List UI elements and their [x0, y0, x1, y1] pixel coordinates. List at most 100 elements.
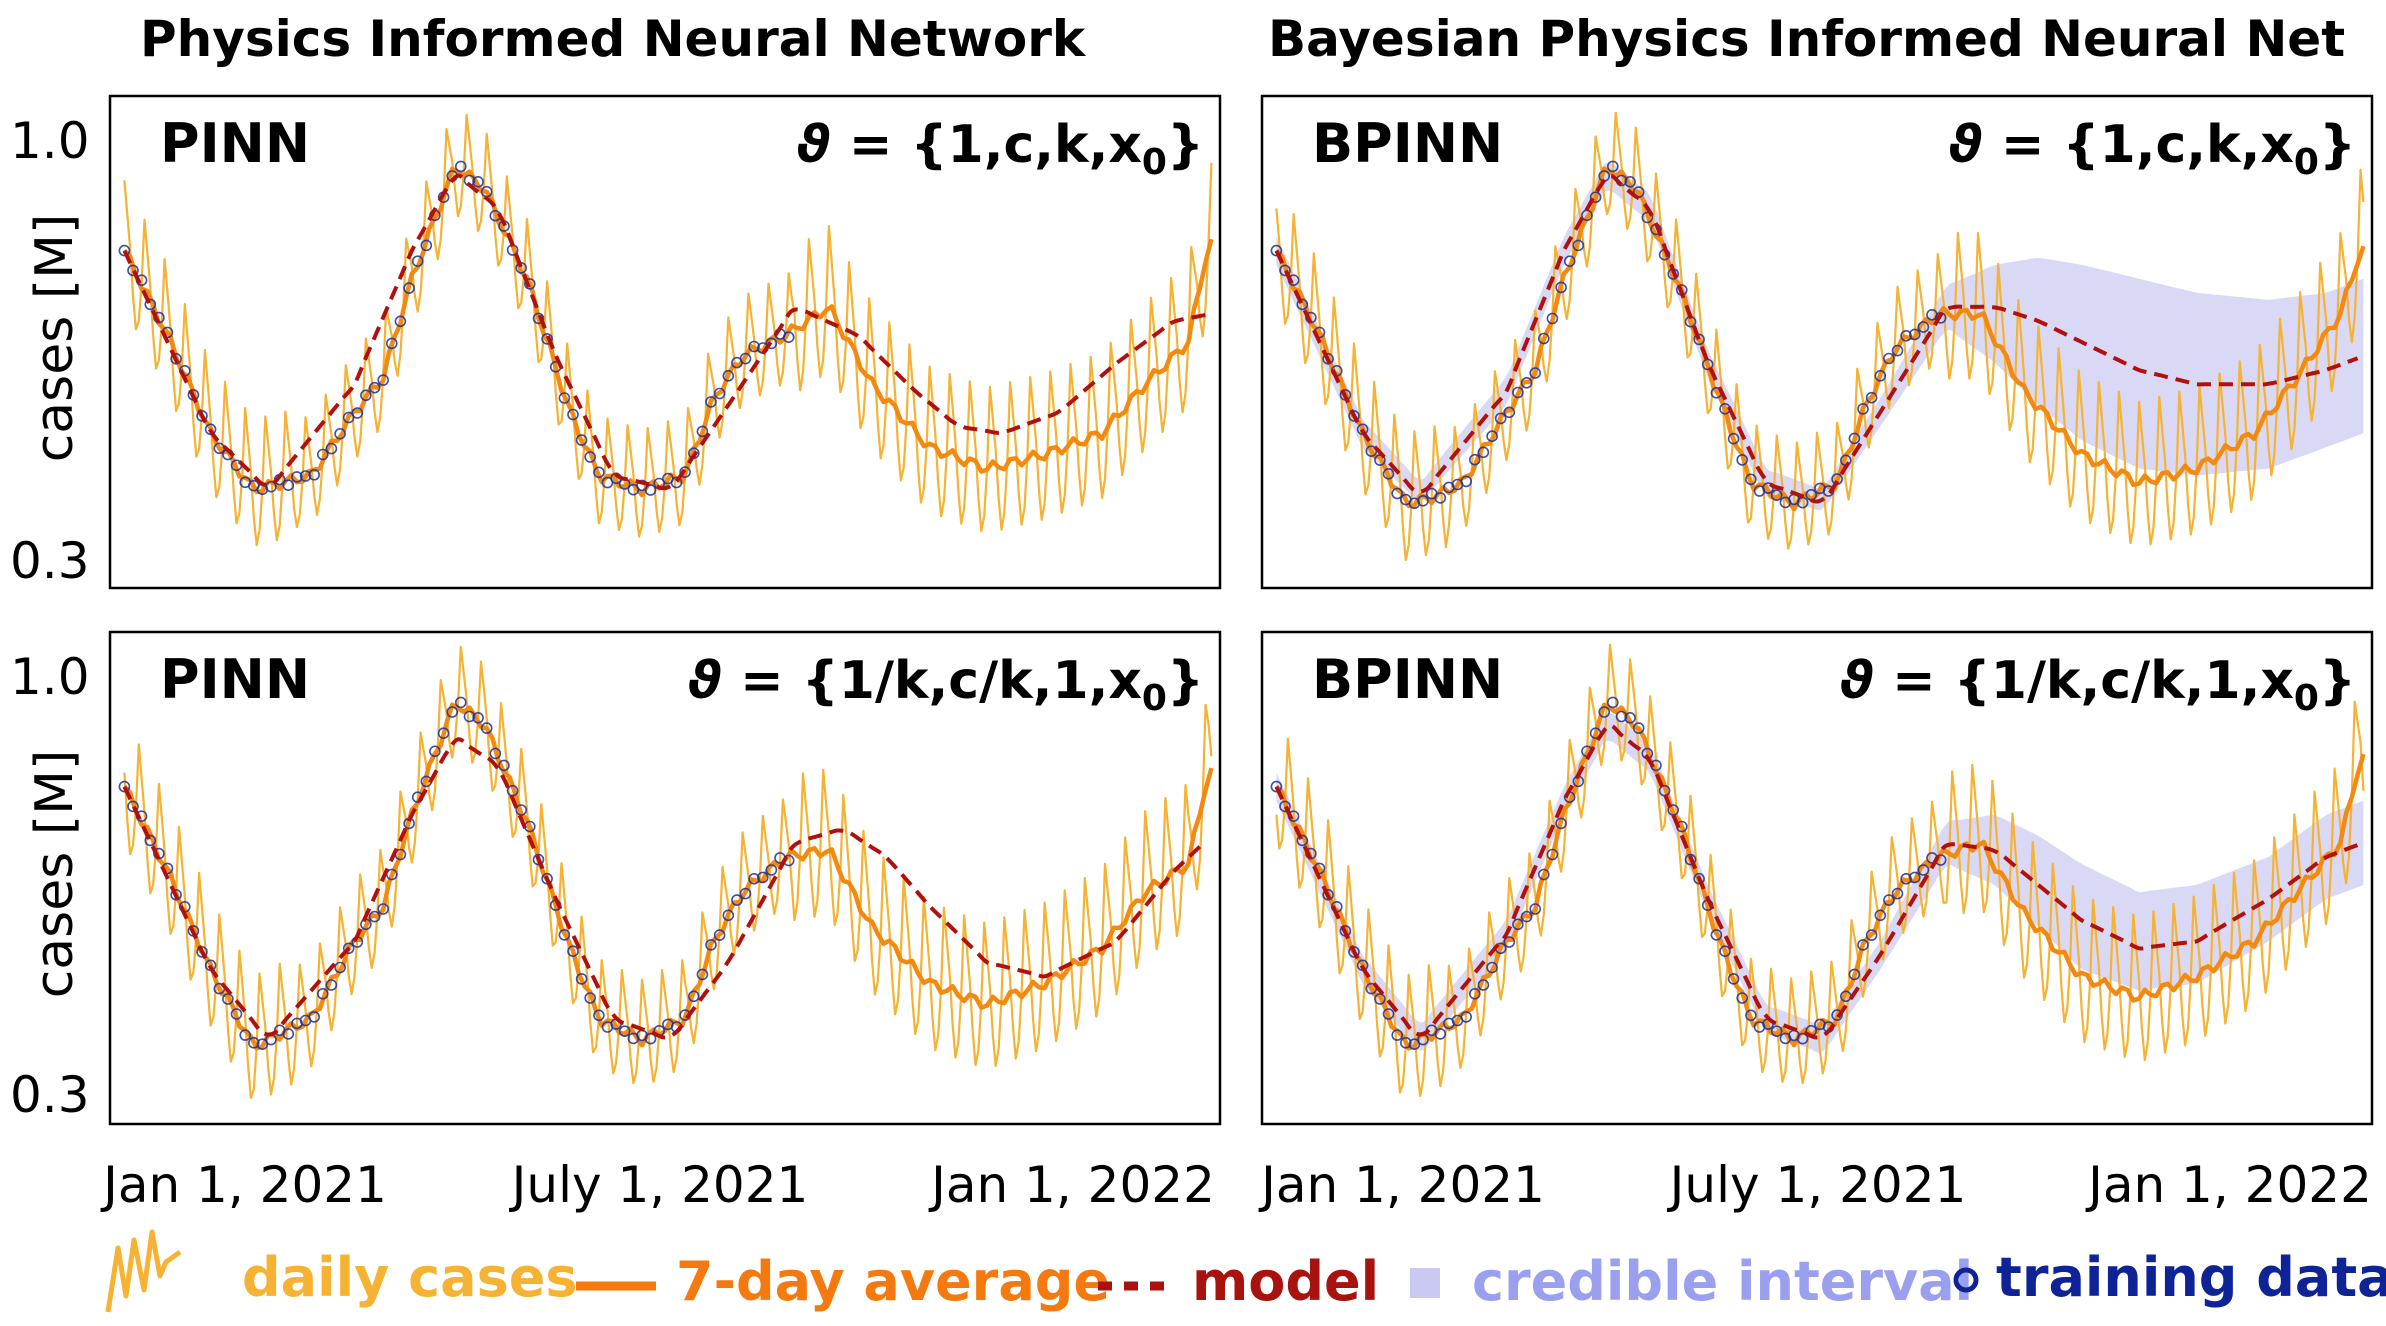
training-data-point — [1667, 804, 1679, 816]
panel-label: BPINN — [1312, 112, 1503, 175]
training-data-point — [713, 387, 726, 400]
training-data-point — [593, 1009, 605, 1022]
column-title-bpinn: Bayesian Physics Informed Neural Net — [1268, 10, 2345, 68]
ytick-bottom-min: 0.3 — [10, 1066, 90, 1124]
xtick-right-jul2021: July 1, 2021 — [1667, 1156, 1967, 1214]
training-data-point — [748, 340, 760, 353]
training-data-point — [472, 711, 484, 724]
seven-day-average-line — [1274, 702, 2366, 1051]
training-data-point — [1270, 244, 1283, 257]
training-data-point — [1434, 1028, 1447, 1040]
seven-day-average-line — [122, 166, 1214, 498]
training-data-point — [334, 961, 346, 974]
training-data-point — [403, 282, 415, 294]
training-data-point — [1693, 872, 1705, 885]
training-data-point — [575, 973, 588, 985]
ytick-bottom-max: 1.0 — [10, 648, 90, 706]
training-data-point — [567, 408, 579, 421]
plot-area — [1270, 111, 2366, 562]
training-data-point — [584, 992, 597, 1004]
panel-label: PINN — [160, 112, 310, 175]
training-data-point — [308, 1011, 321, 1023]
xtick-left-jan2021: Jan 1, 2021 — [100, 1156, 387, 1214]
training-data-point — [316, 987, 329, 1000]
training-data-point — [1382, 467, 1395, 480]
theta-annotation: ϑ = {1/k,c/k,1,x0} — [688, 651, 1204, 719]
training-data-point — [739, 352, 752, 365]
training-data-point — [618, 1025, 631, 1037]
panel-pinn-top: PINN ϑ = {1,c,k,x0} — [108, 94, 1222, 590]
training-data-point — [1607, 696, 1619, 709]
training-data-point — [127, 800, 139, 813]
panel-frame — [1260, 630, 2374, 1126]
training-data-point — [722, 369, 735, 382]
training-data-point — [385, 337, 398, 350]
training-data-point — [1900, 329, 1912, 342]
training-data-point — [1546, 312, 1559, 325]
panel-bpinn-top: BPINN ϑ = {1,c,k,x0} — [1260, 94, 2374, 590]
theta-annotation: ϑ = {1,c,k,x0} — [796, 115, 1204, 183]
panel-bpinn-bottom: BPINN ϑ = {1/k,c/k,1,x0} — [1260, 630, 2374, 1126]
training-data-point — [480, 722, 493, 734]
training-data-point — [144, 298, 157, 311]
training-data-point — [705, 396, 717, 408]
training-data-point — [1624, 176, 1636, 188]
column-title-pinn: Physics Informed Neural Network — [140, 10, 1087, 68]
model-line — [122, 737, 1207, 1040]
training-data-point — [1322, 352, 1334, 365]
training-data-point — [394, 315, 407, 328]
training-data-point — [670, 476, 683, 489]
legend-training-label: training data — [1996, 1246, 2386, 1309]
training-data-point — [1279, 264, 1291, 277]
training-data-point — [1563, 255, 1576, 268]
training-data-point — [1796, 1032, 1809, 1045]
panel-frame — [108, 630, 1222, 1126]
training-data-point — [127, 264, 139, 277]
training-data-point — [1632, 722, 1645, 734]
training-data-point — [1891, 887, 1904, 900]
training-data-point — [454, 696, 467, 709]
training-data-point — [1891, 344, 1904, 357]
panel-label: BPINN — [1312, 648, 1503, 711]
daily-cases-line — [1275, 643, 2365, 1098]
training-data-point — [170, 888, 182, 901]
panel-label: PINN — [160, 648, 310, 711]
training-data-point — [1883, 352, 1895, 365]
panel-frame — [108, 94, 1222, 590]
training-data-point — [1460, 1011, 1472, 1023]
training-data-point — [1710, 929, 1723, 941]
credible-interval-band — [1276, 712, 2364, 1053]
training-data-point — [1417, 494, 1429, 507]
training-data-point — [1607, 160, 1619, 173]
training-data-point — [368, 381, 381, 394]
training-data-point — [1477, 446, 1490, 459]
training-data-point — [420, 239, 433, 252]
training-data-point — [429, 745, 441, 758]
training-data-point — [1477, 979, 1490, 991]
training-data-point — [748, 872, 760, 885]
training-data-point — [118, 780, 131, 793]
training-data-point — [1917, 321, 1930, 333]
training-data-point — [299, 470, 312, 482]
training-data-point — [1857, 939, 1869, 951]
training-data-point — [1460, 475, 1472, 488]
training-data-point — [282, 479, 295, 492]
legend-ci-label: credible interval — [1472, 1250, 1973, 1313]
model-line — [122, 173, 1206, 491]
training-data-point — [144, 834, 157, 847]
training-data-point — [532, 853, 545, 866]
training-data-point — [1391, 1029, 1403, 1041]
training-data-point — [1848, 432, 1861, 445]
training-data-point — [1529, 367, 1541, 379]
training-data-point — [256, 1038, 269, 1050]
credible-interval-band — [1276, 162, 2364, 511]
training-data-point — [1745, 473, 1757, 486]
legend-daily-label: daily cases — [242, 1246, 577, 1309]
training-data-point — [739, 887, 752, 900]
daily-cases-line — [123, 113, 1213, 547]
training-data-point — [325, 979, 338, 991]
training-data-point — [230, 1008, 243, 1020]
training-data-point — [1382, 1008, 1395, 1020]
training-data-point — [1296, 298, 1309, 311]
